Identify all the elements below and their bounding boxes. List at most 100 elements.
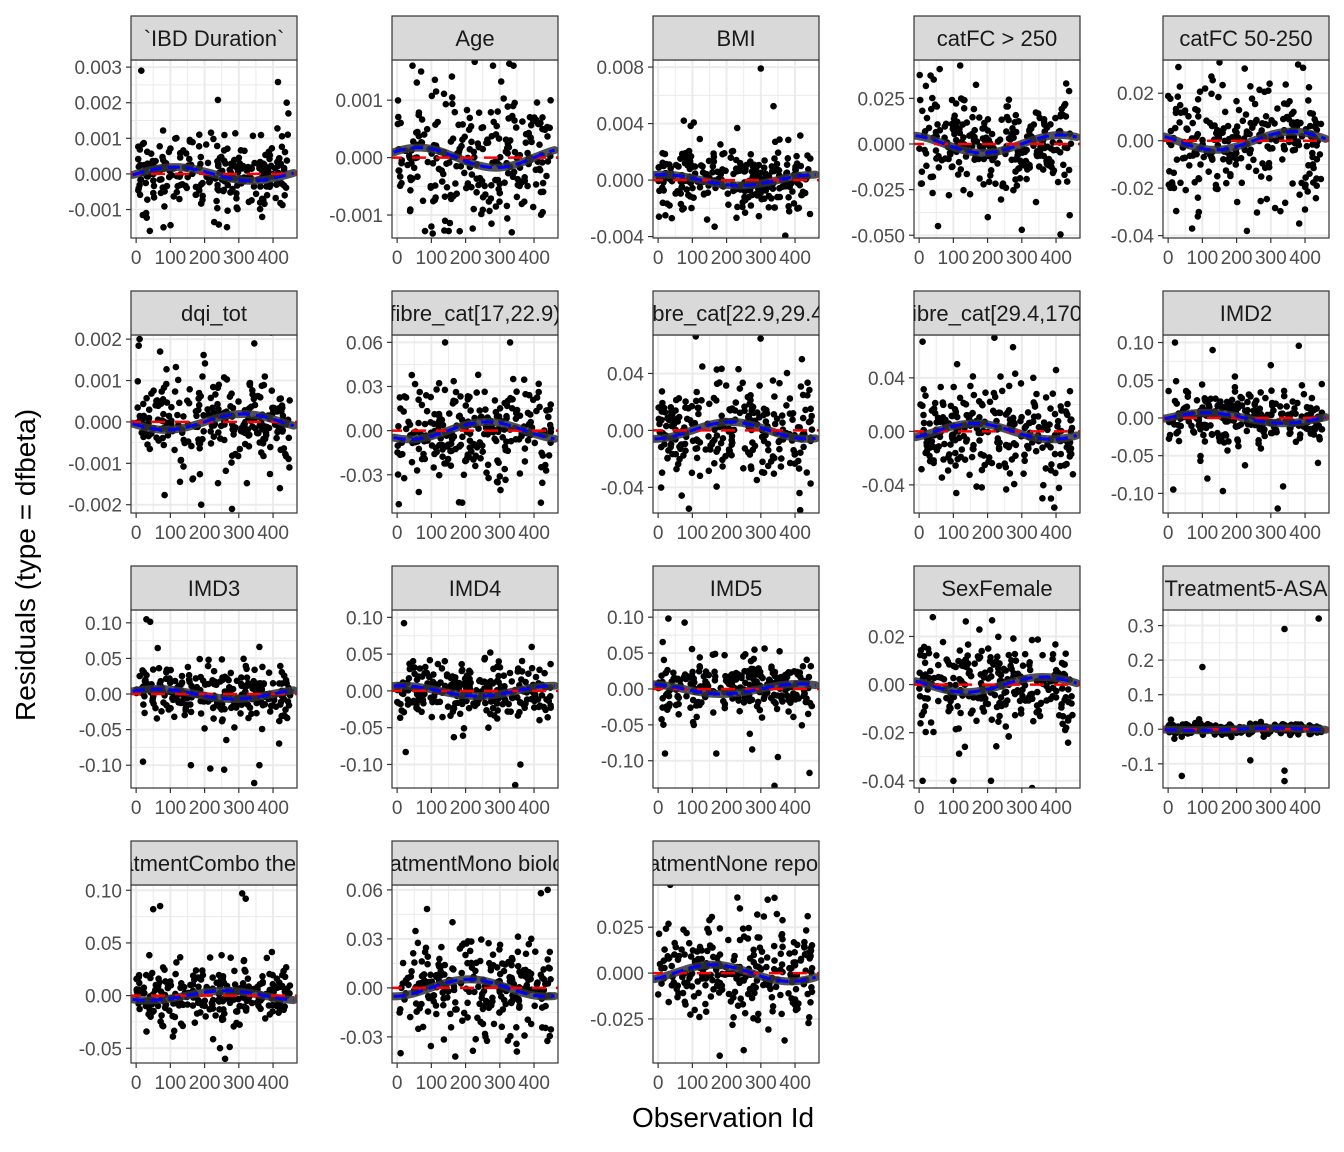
data-point [210,422,218,429]
y-tick-label: 0.00 [346,682,383,703]
data-point [181,711,188,719]
data-point [660,721,667,728]
data-point [965,670,973,677]
data-point [688,204,695,212]
x-tick-label: 100 [155,1073,187,1094]
data-point [1194,96,1202,103]
data-point [531,691,539,698]
outlier-point [428,223,435,230]
data-point [1046,421,1053,428]
data-point [184,663,192,671]
data-point [929,189,936,197]
data-point [1058,659,1066,667]
x-tick-label: 100 [155,523,187,544]
data-point [402,425,410,433]
data-point [418,455,426,463]
data-point [500,95,508,102]
data-point [254,392,262,400]
data-point [1173,400,1180,407]
data-point [760,695,768,703]
data-point [1194,213,1202,220]
y-tick-label: 0.05 [85,649,122,670]
data-point [952,462,959,469]
y-tick-label: -0.002 [68,496,122,517]
data-point [207,394,215,402]
data-point [218,1016,226,1024]
data-point [987,654,994,661]
data-point [273,434,280,442]
data-point [1002,411,1010,418]
data-point [732,399,740,406]
data-point [493,663,501,671]
data-point [800,443,807,451]
data-point [423,125,431,133]
outlier-point [1243,227,1251,235]
data-point [985,675,992,682]
data-point [956,394,964,402]
data-point [916,693,924,700]
y-tick-label: 0.002 [74,330,122,351]
data-point [262,151,269,159]
data-point [266,708,274,715]
data-point [1199,136,1206,144]
data-point [995,718,1002,725]
outlier-point [138,67,145,74]
data-point [710,158,718,165]
data-point [492,176,499,184]
data-point [140,984,148,991]
data-point [758,468,766,476]
data-point [423,407,431,415]
data-point [718,412,725,420]
data-point [772,700,779,707]
data-point [201,997,209,1004]
data-point [227,954,234,961]
data-point [947,151,954,158]
data-point [1057,403,1064,410]
data-point [658,672,665,679]
data-point [923,162,930,170]
outlier-point [149,905,157,913]
data-point [1257,173,1265,180]
data-point [514,181,522,189]
data-point [160,441,168,449]
data-point [237,710,244,717]
data-point [917,180,925,187]
data-point [484,430,491,438]
x-tick-label: 100 [416,523,448,544]
data-point [973,717,980,725]
data-point [758,714,766,721]
data-point [472,452,480,460]
data-point [450,704,457,712]
y-tick-label: -0.05 [601,716,644,737]
x-tick-label: 0 [1163,523,1174,544]
data-point [172,363,180,371]
data-point [1234,437,1242,445]
y-tick-label: 0.004 [596,115,644,136]
data-point [988,459,996,467]
data-point [756,382,763,389]
data-point [1057,231,1064,238]
outlier-point [711,223,718,230]
data-point [1262,394,1269,402]
data-point [803,656,810,664]
data-point [224,145,231,152]
facet-strip [1162,565,1330,611]
data-point [442,100,450,108]
data-point [432,194,439,201]
data-point [783,161,791,168]
data-point [721,651,728,659]
data-point [994,160,1001,167]
data-point [916,71,923,79]
data-point [464,678,472,685]
data-point [508,229,516,236]
data-point [1039,444,1046,452]
data-point [691,679,698,686]
data-point [224,181,232,189]
data-point [395,113,402,121]
outlier-point [160,224,167,231]
y-tick-label: 0.00 [1117,132,1154,153]
data-point [469,225,477,232]
data-point [448,73,456,80]
data-point [253,999,261,1006]
